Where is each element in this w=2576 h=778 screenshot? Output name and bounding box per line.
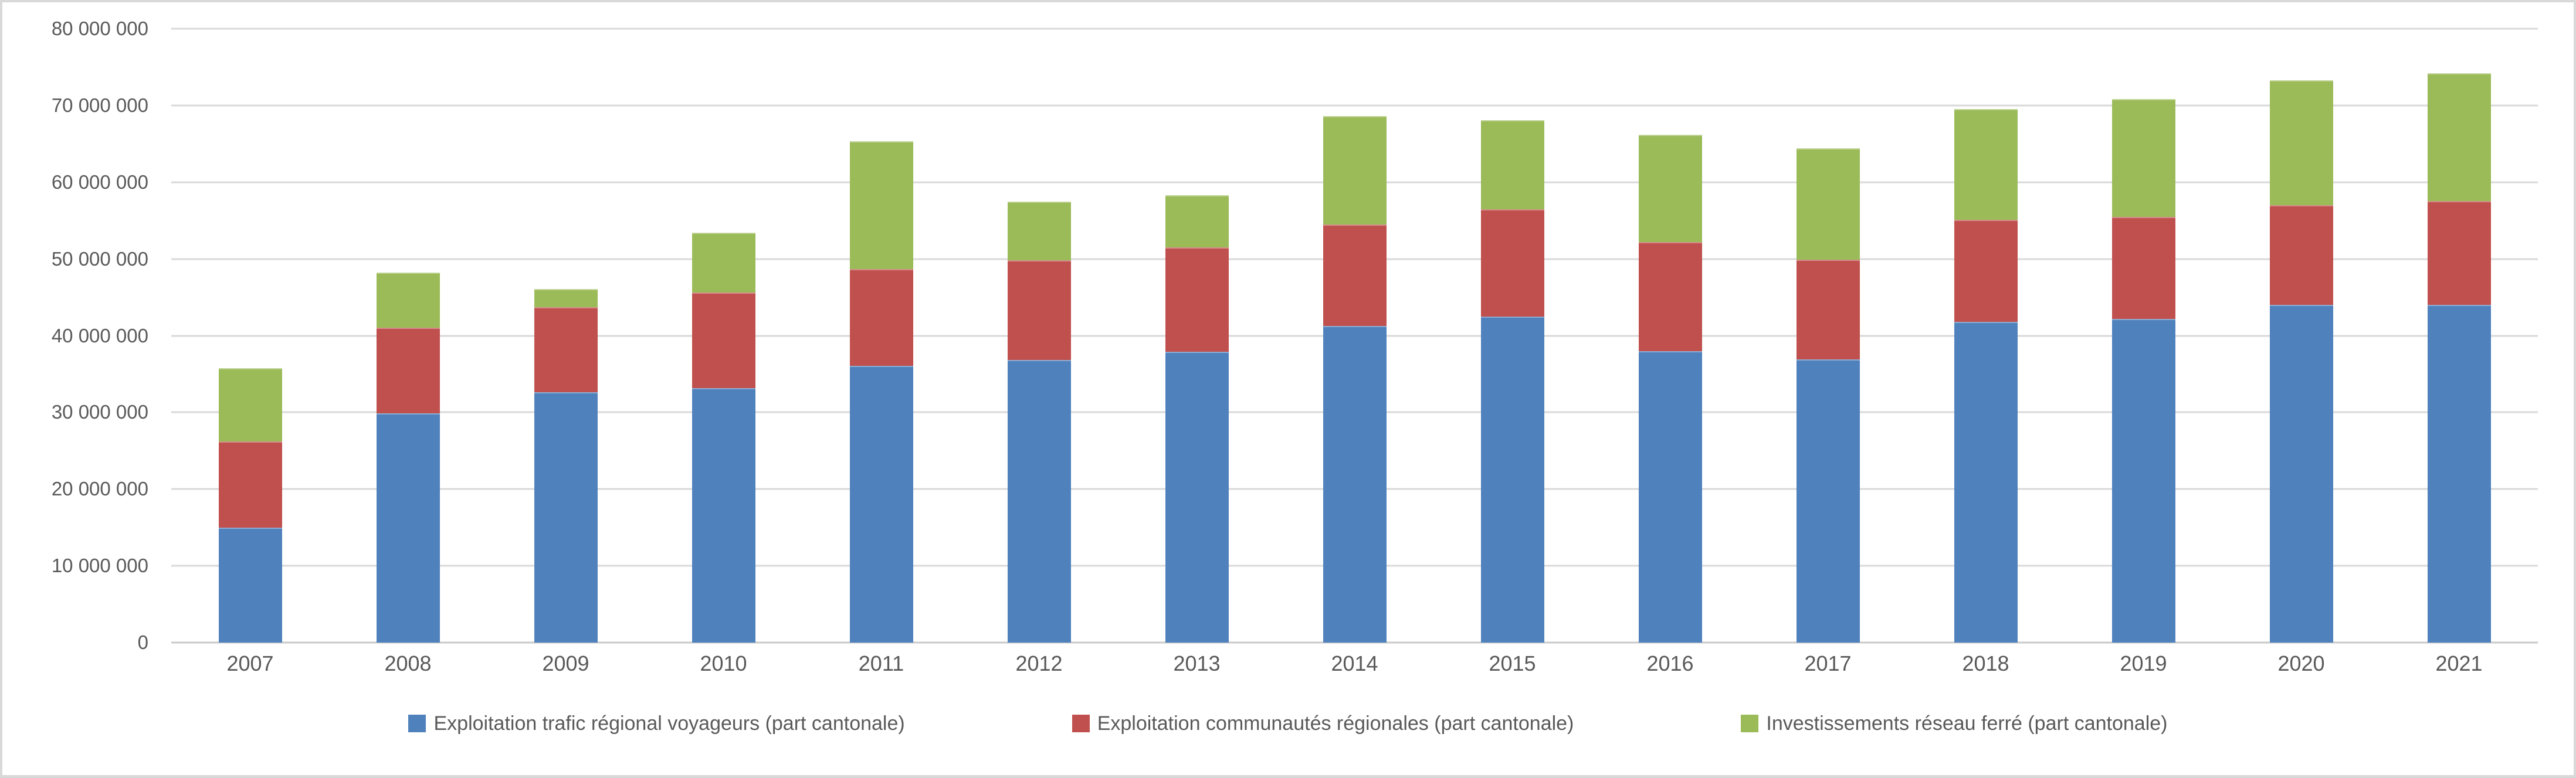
x-tick-label: 2017 <box>1804 651 1852 675</box>
y-tick-label: 80 000 000 <box>51 18 148 39</box>
bar-segment-2016-series-2 <box>1638 134 1702 242</box>
bar-segment-2016-series-1 <box>1638 242 1702 351</box>
bar-2020 <box>2269 80 2333 643</box>
legend-label: Exploitation communautés régionales (par… <box>1097 712 1574 735</box>
bar-2015 <box>1480 120 1544 643</box>
bar-segment-2021-series-2 <box>2427 73 2491 202</box>
bar-segment-2017-series-2 <box>1796 148 1860 260</box>
legend-item-1: Exploitation communautés régionales (par… <box>1072 712 1574 735</box>
bar-2016 <box>1638 134 1702 643</box>
bar-segment-2017-series-1 <box>1796 260 1860 360</box>
bar-2012 <box>1007 201 1071 643</box>
x-tick-label: 2019 <box>2120 651 2167 675</box>
bar-segment-2009-series-1 <box>534 307 598 393</box>
bar-segment-2020-series-2 <box>2269 80 2333 206</box>
legend-label: Investissements réseau ferré (part canto… <box>1766 712 2168 735</box>
plot-area <box>171 29 2538 643</box>
bar-segment-2008-series-2 <box>376 273 440 328</box>
y-tick-label: 20 000 000 <box>51 478 148 500</box>
bar-segment-2018-series-0 <box>1954 321 2018 643</box>
bar-segment-2008-series-0 <box>376 413 440 643</box>
legend-swatch-icon <box>408 715 426 732</box>
y-tick-label: 30 000 000 <box>51 401 148 423</box>
x-tick-label: 2018 <box>1962 651 2009 675</box>
bar-segment-2019-series-2 <box>2111 99 2175 217</box>
x-tick-label: 2016 <box>1646 651 1694 675</box>
bar-segment-2019-series-0 <box>2111 318 2175 643</box>
bar-segment-2010-series-0 <box>692 388 755 643</box>
legend-swatch-icon <box>1072 715 1090 732</box>
gridline <box>171 28 2538 30</box>
bar-segment-2016-series-0 <box>1638 351 1702 643</box>
bar-segment-2019-series-1 <box>2111 216 2175 319</box>
y-tick-label: 50 000 000 <box>51 247 148 270</box>
bar-2017 <box>1796 148 1860 643</box>
legend-swatch-icon <box>1741 715 1759 732</box>
bar-segment-2014-series-0 <box>1323 325 1387 643</box>
bar-segment-2008-series-1 <box>376 328 440 413</box>
bar-segment-2009-series-0 <box>534 392 598 643</box>
bar-segment-2012-series-1 <box>1007 260 1071 361</box>
y-tick-label: 10 000 000 <box>51 555 148 577</box>
bar-segment-2020-series-0 <box>2269 305 2333 643</box>
y-tick-label: 70 000 000 <box>51 94 148 116</box>
x-tick-label: 2012 <box>1015 651 1063 675</box>
x-tick-label: 2009 <box>542 651 589 675</box>
bar-segment-2011-series-0 <box>849 365 913 643</box>
bar-2008 <box>376 273 440 643</box>
bar-2021 <box>2427 73 2491 643</box>
bar-segment-2012-series-2 <box>1007 201 1071 261</box>
bar-segment-2015-series-2 <box>1480 120 1544 209</box>
bar-segment-2012-series-0 <box>1007 360 1071 643</box>
bar-segment-2021-series-1 <box>2427 201 2491 305</box>
legend-item-0: Exploitation trafic régional voyageurs (… <box>408 712 905 735</box>
bar-segment-2007-series-0 <box>218 527 282 643</box>
bar-segment-2010-series-1 <box>692 293 755 388</box>
bar-segment-2018-series-2 <box>1954 109 2018 220</box>
bar-2011 <box>849 141 913 643</box>
bar-2010 <box>692 233 755 643</box>
bar-segment-2015-series-0 <box>1480 316 1544 643</box>
bar-segment-2011-series-2 <box>849 141 913 269</box>
bar-2018 <box>1954 109 2018 643</box>
bar-segment-2013-series-2 <box>1165 195 1229 247</box>
bar-segment-2017-series-0 <box>1796 359 1860 643</box>
bar-segment-2021-series-0 <box>2427 305 2491 643</box>
bar-segment-2014-series-1 <box>1323 224 1387 326</box>
gridline <box>171 104 2538 107</box>
x-tick-label: 2013 <box>1173 651 1221 675</box>
bar-2019 <box>2111 99 2175 643</box>
x-tick-label: 2008 <box>384 651 432 675</box>
x-tick-label: 2011 <box>858 651 904 675</box>
x-axis-line <box>171 641 2538 644</box>
x-tick-label: 2014 <box>1331 651 1378 675</box>
y-tick-label: 40 000 000 <box>51 324 148 346</box>
bar-segment-2010-series-2 <box>692 233 755 293</box>
bar-2014 <box>1323 116 1387 643</box>
legend-item-2: Investissements réseau ferré (part canto… <box>1741 712 2168 735</box>
x-tick-label: 2020 <box>2277 651 2325 675</box>
bar-segment-2007-series-2 <box>218 368 282 442</box>
bar-2013 <box>1165 195 1229 643</box>
y-tick-label: 60 000 000 <box>51 171 148 193</box>
bar-segment-2015-series-1 <box>1480 209 1544 317</box>
bar-segment-2007-series-1 <box>218 441 282 528</box>
bar-segment-2013-series-1 <box>1165 247 1229 352</box>
x-tick-label: 2015 <box>1489 651 1536 675</box>
legend: Exploitation trafic régional voyageurs (… <box>2 712 2574 735</box>
x-tick-label: 2021 <box>2435 651 2483 675</box>
x-tick-label: 2010 <box>700 651 747 675</box>
bar-2009 <box>534 288 598 643</box>
x-tick-label: 2007 <box>226 651 274 675</box>
bar-segment-2020-series-1 <box>2269 205 2333 305</box>
bar-segment-2013-series-0 <box>1165 352 1229 643</box>
legend-label: Exploitation trafic régional voyageurs (… <box>433 712 905 735</box>
bar-segment-2018-series-1 <box>1954 219 2018 322</box>
bar-segment-2014-series-2 <box>1323 116 1387 225</box>
bar-segment-2009-series-2 <box>534 288 598 308</box>
y-tick-label: 0 <box>137 631 148 653</box>
bar-segment-2011-series-1 <box>849 269 913 366</box>
bar-2007 <box>218 368 282 643</box>
